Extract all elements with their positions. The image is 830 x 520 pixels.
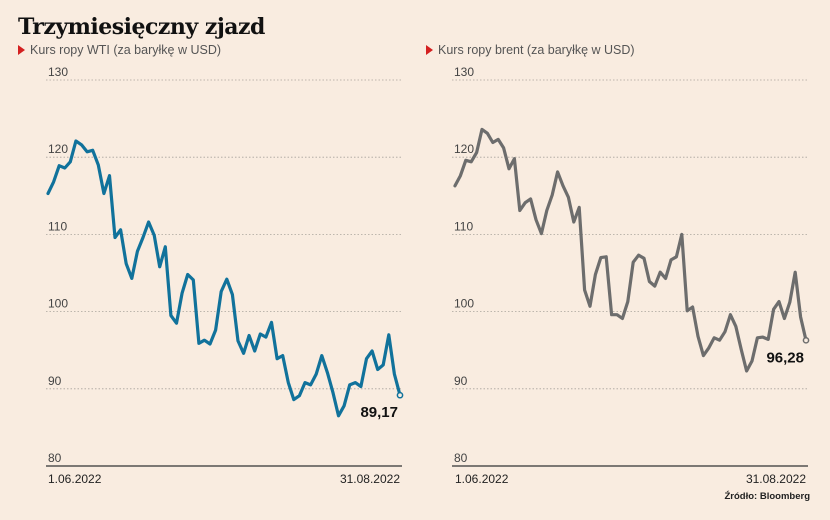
- wti-ytick-label: 80: [48, 451, 62, 465]
- wti-series-line: [46, 139, 402, 418]
- brent-xtick-start: 1.06.2022: [455, 472, 509, 486]
- red-triangle-icon: [426, 45, 433, 55]
- brent-ytick-label: 120: [454, 142, 474, 156]
- brent-ytick-label: 130: [454, 65, 474, 79]
- brent-subtitle: Kurs ropy brent (za baryłkę w USD): [426, 43, 635, 57]
- wti-xtick-start: 1.06.2022: [48, 472, 102, 486]
- red-triangle-icon: [18, 45, 25, 55]
- wti-ytick-label: 120: [48, 142, 68, 156]
- brent-ytick-label: 110: [454, 219, 473, 233]
- brent-subtitle-text: Kurs ropy brent (za baryłkę w USD): [438, 43, 635, 57]
- brent-ytick-label: 100: [454, 297, 474, 311]
- wti-subtitle-text: Kurs ropy WTI (za baryłkę w USD): [30, 43, 222, 57]
- brent-last-value-label: 96,28: [766, 349, 804, 366]
- brent-series-line: [453, 127, 808, 373]
- wti-ytick-label: 130: [48, 65, 68, 79]
- chart-title: Trzymiesięczny zjazd: [18, 14, 265, 40]
- wti-last-point: [396, 391, 404, 399]
- wti-subtitle: Kurs ropy WTI (za baryłkę w USD): [18, 43, 221, 57]
- brent-ytick-label: 90: [454, 374, 468, 388]
- wti-ytick-label: 100: [48, 297, 68, 311]
- brent-last-point: [802, 336, 810, 344]
- source-note: Źródło: Bloomberg: [724, 491, 811, 502]
- wti-xtick-end: 31.08.2022: [340, 472, 400, 486]
- wti-ytick-label: 90: [48, 374, 62, 388]
- brent-xtick-end: 31.08.2022: [746, 472, 806, 486]
- brent-ytick-label: 80: [454, 451, 468, 465]
- wti-ytick-label: 110: [48, 219, 67, 233]
- wti-last-value-label: 89,17: [360, 404, 398, 421]
